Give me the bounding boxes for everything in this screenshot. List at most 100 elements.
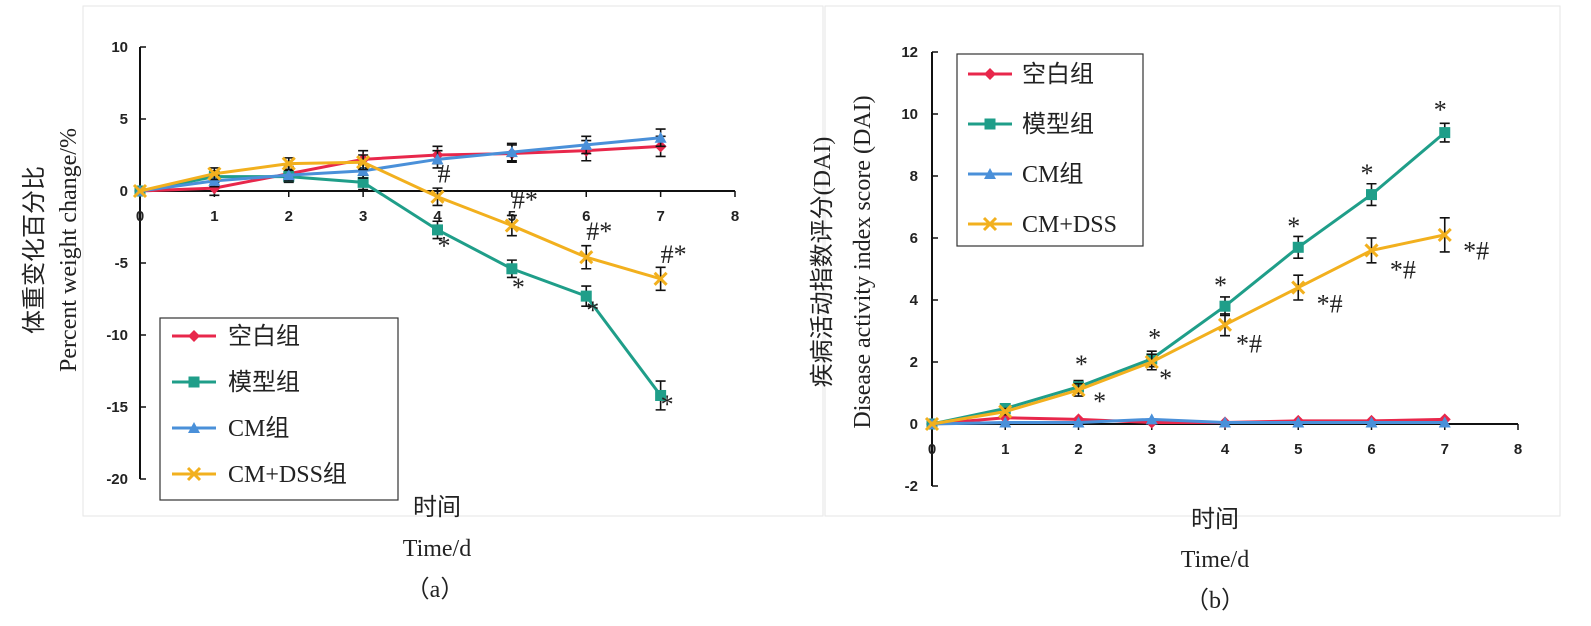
panel-b-y-tick-label: 4 [910,292,919,309]
panel-b-legend-label: CM组 [1022,161,1083,188]
panel-b-data-point [1365,416,1378,428]
panel-b-data-point [1438,416,1451,428]
panel-a-caption: （a） [406,577,465,603]
panel-a-annotation: #* [661,240,687,269]
panel-b-data-point [1439,127,1451,139]
panel-a-data-point [430,189,445,204]
panel-b-x-tick-label: 3 [1148,441,1156,458]
panel-a-x-tick-label: 4 [433,208,442,225]
panel-b-data-point [1292,241,1304,253]
panel-b-x-tick-label: 5 [1294,441,1302,458]
panel-b-data-point [1292,416,1305,428]
panel-a-data-point [357,176,369,188]
panel-b-ylabel-zh: 疾病活动指数评分(DAI) [809,137,836,388]
panel-b-data-point [924,416,940,432]
panel-b-annotation: *# [1317,289,1343,318]
panel-b-legend-label: 模型组 [1022,111,1094,138]
panel-b-y-tick-label: 6 [910,230,918,247]
panel-a-legend-marker [188,330,200,342]
panel-a-y-tick-label: 10 [111,39,128,56]
panel-b-data-point [999,416,1012,428]
panel-b-series-line [931,417,1445,426]
panel-b-data-point [1219,300,1231,312]
panel-b-data-point [1366,189,1377,201]
panel-b-data-point [1219,416,1231,428]
panel-b-caption: （b） [1185,588,1245,614]
panel-a-data-point [357,164,370,176]
panel-b-legend-box [956,53,1144,247]
panel-a-y-tick-label: -10 [106,327,128,344]
panel-a-legend-label: CM+DSS组 [228,461,347,488]
panel-b-x-tick-label: 6 [1367,441,1375,458]
panel-a-data-point [432,224,443,236]
panel-b-series-line [931,416,1445,426]
panel-a-series-line [139,175,662,397]
panel-b-data-point [1437,227,1452,242]
panel-b-x-tick-label: 8 [1514,441,1522,458]
panel-b-data-point [1144,354,1159,370]
panel-b-series-line [931,233,1446,426]
panel-a-y-tick-label: -20 [106,471,128,488]
panel-a-ylabel-en: Percent weight change/% [56,128,82,372]
panel-a-data-point [580,290,592,302]
panel-b-annotation: * [1214,271,1227,300]
panel-b-data-point [1072,416,1085,428]
panel-b-y-tick-label: 0 [910,416,918,433]
panel-b-x-tick-label: 2 [1074,441,1082,458]
panel-a-series-line [139,136,661,193]
panel-b-y-tick-label: 2 [910,354,918,371]
panel-b-legend-label: CM+DSS [1022,212,1117,238]
panel-a-data-point [431,153,444,165]
panel-b-y-tick-label: -2 [905,478,918,495]
panel-a-y-tick-label: -15 [106,399,128,416]
panel-a-annotation: # [438,159,451,188]
panel-a-x-tick-label: 8 [731,208,739,225]
panel-a-annotation: * [512,273,525,302]
panel-a-series-2 [134,128,667,196]
panel-a-x-tick-label: 3 [359,208,367,225]
panel-a-y-tick-label: 0 [120,183,128,200]
panel-a-data-point [506,263,518,275]
panel-b-annotation: * [1093,387,1106,416]
panel-b-data-point [1364,243,1379,258]
panel-b-legend-marker [984,168,996,179]
panel-a-data-point [132,183,148,199]
panel-b-annotation: * [1287,212,1300,241]
panel-b-y-tick-label: 10 [901,106,918,123]
panel-a-data-point [654,131,667,143]
panel-a-legend-label: 空白组 [228,323,300,350]
panel-b-legend-marker [984,68,996,80]
panel-a-data-point [356,155,371,170]
panel-a-legend-marker [186,466,202,482]
panel-b-xlabel-zh: 时间 [1191,506,1239,533]
panel-b-data-point [1145,413,1158,425]
panel-b-annotation: * [1434,96,1447,125]
panel-b-y-tick-label: 8 [910,168,918,185]
panel-a-xlabel-zh: 时间 [413,494,461,521]
panel-b-annotation: * [1159,364,1172,393]
panel-a-data-point [208,174,221,186]
panel-a-frame [82,5,824,517]
panel-b-data-point [1071,382,1086,397]
panel-a-annotation: * [438,231,451,260]
panel-b-data-point [1291,280,1306,295]
panel-a-data-point [653,271,668,286]
panel-a-data-point [281,156,296,171]
panel-a-data-point [579,250,594,265]
panel-a-data-point [207,166,222,181]
panel-a-annotation: * [586,296,599,325]
panel-a-legend-marker [188,376,200,388]
panel-a-annotation: * [661,390,674,419]
panel-b-x-tick-label: 7 [1441,441,1449,458]
panel-b-ylabel-en: Disease activity index score (DAI) [850,95,876,428]
panel-a-data-point [504,218,519,233]
panel-a-series-3 [132,154,668,292]
panel-a-x-tick-label: 0 [136,208,144,225]
panel-a-x-tick-label: 2 [285,208,293,225]
